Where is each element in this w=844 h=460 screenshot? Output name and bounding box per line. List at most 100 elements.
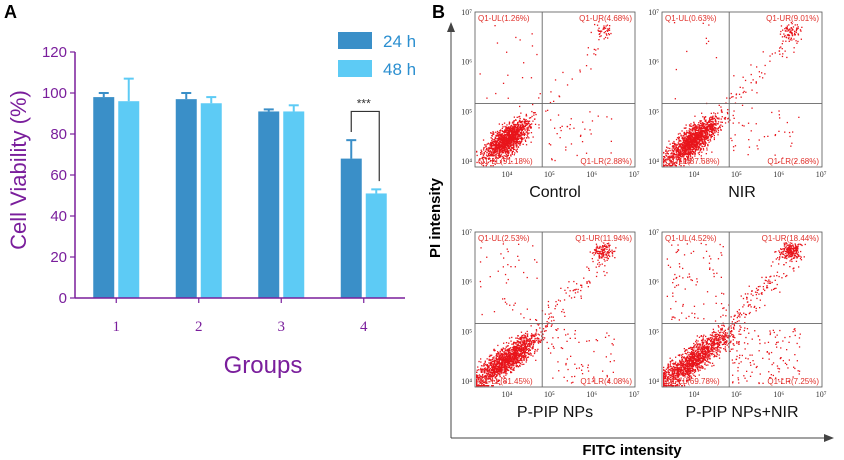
scatter-point bbox=[526, 129, 529, 132]
scatter-point bbox=[719, 339, 721, 341]
scatter-point bbox=[597, 30, 600, 32]
scatter-point bbox=[489, 370, 491, 372]
scatter-point bbox=[529, 349, 531, 351]
legend-swatch bbox=[338, 32, 372, 49]
scatter-point bbox=[486, 369, 488, 371]
scatter-point bbox=[480, 380, 482, 382]
scatter-point bbox=[708, 120, 710, 122]
scatter-point bbox=[505, 342, 508, 344]
scatter-point bbox=[536, 261, 538, 263]
scatter-point bbox=[529, 346, 531, 348]
scatter-point bbox=[678, 368, 680, 371]
scatter-point bbox=[534, 340, 536, 342]
scatter-point bbox=[500, 154, 503, 156]
scatter-point bbox=[494, 349, 496, 352]
scatter-point bbox=[721, 125, 724, 127]
scatter-point bbox=[518, 356, 520, 358]
scatter-point bbox=[713, 129, 716, 131]
scatter-point bbox=[488, 362, 490, 364]
scatter-point bbox=[688, 137, 690, 139]
scatter-point bbox=[504, 140, 506, 142]
scatter-point bbox=[700, 125, 702, 127]
scatter-point bbox=[515, 146, 518, 148]
scatter-point bbox=[667, 150, 669, 152]
scatter-point bbox=[504, 149, 506, 151]
scatter-point bbox=[495, 92, 497, 95]
scatter-point bbox=[560, 347, 562, 349]
scatter-point bbox=[530, 342, 533, 344]
scatter-point bbox=[509, 353, 512, 355]
scatter-point bbox=[696, 139, 698, 142]
scatter-point bbox=[493, 143, 495, 146]
scatter-point bbox=[480, 149, 482, 151]
scatter-point bbox=[687, 138, 689, 141]
scatter-point bbox=[512, 128, 514, 130]
scatter-point bbox=[702, 349, 705, 351]
scatter-point bbox=[515, 352, 518, 354]
scatter-point bbox=[502, 369, 504, 371]
scatter-point bbox=[522, 128, 524, 131]
scatter-point bbox=[491, 155, 493, 157]
scatter-point bbox=[558, 370, 560, 372]
scatter-point bbox=[586, 282, 588, 284]
scatter-point bbox=[503, 257, 505, 259]
scatter-point bbox=[596, 250, 598, 252]
scatter-point bbox=[499, 375, 501, 378]
scatter-point bbox=[693, 126, 695, 128]
scatter-point bbox=[791, 142, 793, 144]
quadrant-ur-label: Q1-UR(11.94%) bbox=[575, 234, 632, 243]
scatter-point bbox=[677, 380, 679, 383]
scatter-point bbox=[786, 56, 788, 59]
scatter-point bbox=[547, 304, 549, 306]
scatter-point bbox=[521, 140, 523, 142]
scatter-point bbox=[512, 142, 514, 145]
scatter-point bbox=[509, 304, 511, 306]
scatter-point bbox=[696, 145, 698, 147]
scatter-point bbox=[738, 122, 740, 124]
scatter-point bbox=[527, 333, 529, 335]
scatter-point bbox=[493, 369, 496, 371]
scatter-point bbox=[519, 362, 522, 365]
scatter-point bbox=[499, 371, 501, 373]
scatter-point bbox=[580, 289, 582, 292]
scatter-point bbox=[513, 357, 515, 359]
scatter-point bbox=[490, 147, 492, 149]
scatter-point bbox=[513, 125, 515, 127]
scatter-point bbox=[603, 248, 605, 251]
scatter-point bbox=[669, 375, 671, 377]
scatter-points bbox=[476, 242, 617, 387]
scatter-point bbox=[793, 38, 795, 40]
scatter-point bbox=[712, 126, 714, 128]
scatter-point bbox=[702, 122, 704, 124]
scatter-point bbox=[488, 143, 490, 145]
scatter-point bbox=[496, 371, 498, 373]
scatter-point bbox=[676, 378, 678, 380]
scatter-point bbox=[604, 31, 607, 33]
scatter-point bbox=[673, 150, 675, 152]
scatter-point bbox=[535, 330, 538, 332]
scatter-point bbox=[682, 353, 684, 355]
scatter-point bbox=[506, 150, 508, 152]
scatter-point bbox=[604, 251, 606, 253]
scatter-point bbox=[508, 121, 511, 123]
scatter-point bbox=[578, 367, 580, 369]
scatter-point bbox=[566, 380, 568, 382]
scatter-point bbox=[561, 311, 563, 313]
scatter-point bbox=[511, 368, 513, 370]
scatter-point bbox=[511, 136, 514, 139]
scatter-point bbox=[674, 147, 676, 149]
scatter-point bbox=[477, 385, 480, 387]
scatter-point bbox=[503, 342, 505, 344]
scatter-point bbox=[592, 378, 594, 380]
scatter-point bbox=[518, 349, 520, 352]
scatter-point bbox=[592, 260, 594, 263]
scatter-point bbox=[521, 363, 523, 366]
scatter-point bbox=[669, 160, 672, 162]
scatter-point bbox=[597, 247, 599, 250]
scatter-point bbox=[494, 146, 496, 148]
scatter-point bbox=[663, 156, 665, 158]
scatter-point bbox=[487, 367, 489, 369]
scatter-point bbox=[607, 28, 609, 30]
scatter-point bbox=[676, 147, 678, 149]
scatter-point bbox=[717, 130, 720, 132]
